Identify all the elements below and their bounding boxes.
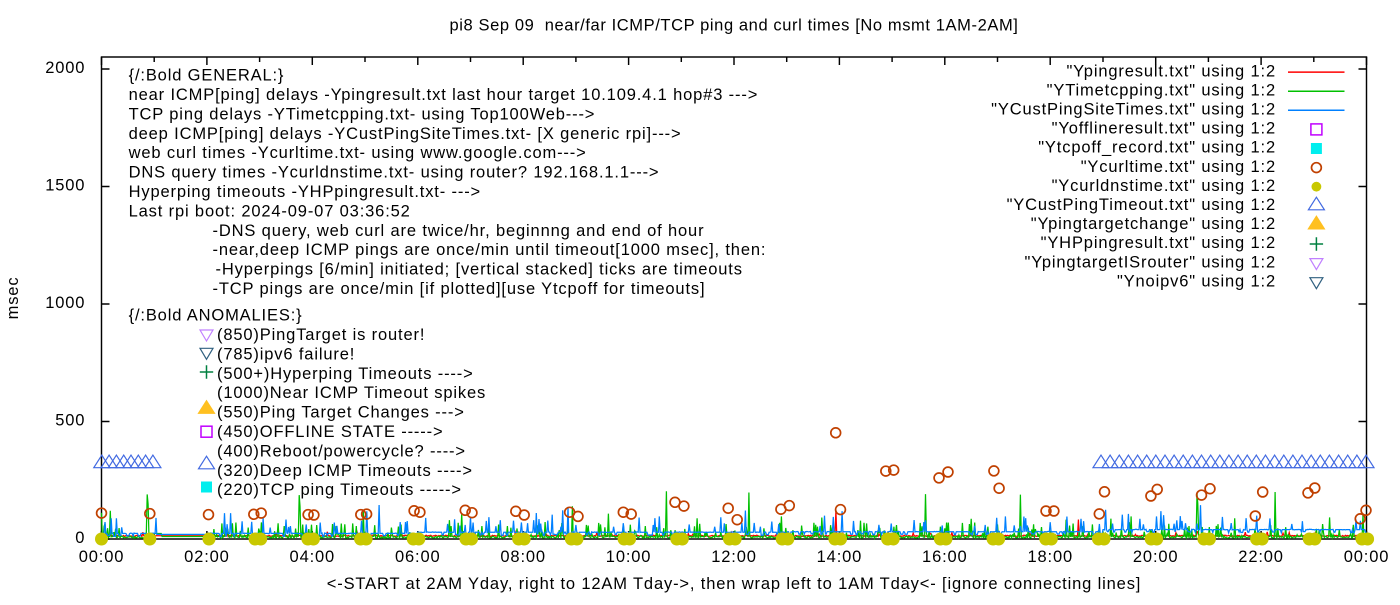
svg-text:22:00: 22:00 <box>1238 548 1284 566</box>
svg-text:(450)OFFLINE STATE ----->: (450)OFFLINE STATE -----> <box>217 423 443 441</box>
svg-text:(785)ipv6 failure!: (785)ipv6 failure! <box>217 345 355 363</box>
svg-text:"Ycurltime.txt" using 1:2: "Ycurltime.txt" using 1:2 <box>1081 158 1276 176</box>
svg-text:"Yofflineresult.txt" using 1:2: "Yofflineresult.txt" using 1:2 <box>1052 120 1276 138</box>
svg-text:deep ICMP[ping] delays -YCustP: deep ICMP[ping] delays -YCustPingSiteTim… <box>129 125 682 143</box>
svg-text:<-START at 2AM Yday, right to: <-START at 2AM Yday, right to 12AM Tday-… <box>327 575 1141 593</box>
svg-text:pi8 Sep 09 near/far ICMP/TCP: pi8 Sep 09 near/far ICMP/TCP ping and cu… <box>449 17 1018 35</box>
svg-text:0: 0 <box>75 529 85 547</box>
svg-text:near ICMP[ping] delays -Ypingr: near ICMP[ping] delays -Ypingresult.txt … <box>129 86 759 104</box>
svg-text:(320)Deep ICMP Timeouts ---->: (320)Deep ICMP Timeouts ----> <box>217 462 473 480</box>
svg-text:TCP ping delays -YTimetcpping.: TCP ping delays -YTimetcpping.txt- using… <box>129 105 596 123</box>
svg-text:"YHPpingresult.txt" using 1:2: "YHPpingresult.txt" using 1:2 <box>1041 234 1276 252</box>
svg-text:DNS query times -Ycurldnstime.: DNS query times -Ycurldnstime.txt- using… <box>129 164 660 182</box>
svg-text:web curl times -Ycurltime.txt-: web curl times -Ycurltime.txt- using www… <box>128 144 587 162</box>
svg-text:2000: 2000 <box>45 59 85 77</box>
svg-text:"YCustPingTimeout.txt" using 1: "YCustPingTimeout.txt" using 1:2 <box>1007 196 1276 214</box>
svg-text:Last rpi boot: 2024-09-07 03:3: Last rpi boot: 2024-09-07 03:36:52 <box>129 202 411 220</box>
svg-text:06:00: 06:00 <box>395 548 441 566</box>
svg-text:(500+)Hyperping Timeouts ---->: (500+)Hyperping Timeouts ----> <box>217 365 474 383</box>
svg-text:(400)Reboot/powercycle? ---->: (400)Reboot/powercycle? ----> <box>217 442 466 460</box>
svg-text:-near,deep ICMP pings are once: -near,deep ICMP pings are once/min until… <box>213 241 767 259</box>
svg-text:(850)PingTarget is router!: (850)PingTarget is router! <box>217 326 425 344</box>
svg-text:"Ypingtargetchange" using 1:2: "Ypingtargetchange" using 1:2 <box>1031 215 1276 233</box>
svg-text:(220)TCP ping Timeouts ----->: (220)TCP ping Timeouts -----> <box>217 481 462 499</box>
svg-text:02:00: 02:00 <box>184 548 230 566</box>
svg-text:(1000)Near ICMP Timeout spikes: (1000)Near ICMP Timeout spikes <box>217 384 486 402</box>
svg-text:20:00: 20:00 <box>1133 548 1179 566</box>
svg-text:"Ycurldnstime.txt" using 1:2: "Ycurldnstime.txt" using 1:2 <box>1052 177 1276 195</box>
svg-text:-TCP pings are once/min [if pl: -TCP pings are once/min [if plotted][use… <box>213 280 706 298</box>
svg-text:04:00: 04:00 <box>290 548 336 566</box>
svg-text:-DNS query, web curl are twice: -DNS query, web curl are twice/hr, begin… <box>213 222 705 240</box>
svg-text:"Ypingresult.txt" using 1:2: "Ypingresult.txt" using 1:2 <box>1066 62 1276 80</box>
svg-text:msec: msec <box>4 277 22 320</box>
svg-text:00:00: 00:00 <box>1344 548 1390 566</box>
svg-text:{/:Bold GENERAL:}: {/:Bold GENERAL:} <box>129 67 285 85</box>
svg-text:1000: 1000 <box>45 294 85 312</box>
svg-text:16:00: 16:00 <box>922 548 968 566</box>
svg-text:(550)Ping Target Changes --->: (550)Ping Target Changes ---> <box>217 404 465 422</box>
svg-text:00:00: 00:00 <box>79 548 125 566</box>
svg-text:10:00: 10:00 <box>606 548 652 566</box>
svg-text:"YCustPingSiteTimes.txt" using: "YCustPingSiteTimes.txt" using 1:2 <box>991 101 1276 119</box>
svg-text:12:00: 12:00 <box>711 548 757 566</box>
svg-text:14:00: 14:00 <box>817 548 863 566</box>
svg-text:"Ytcpoff_record.txt" using 1:2: "Ytcpoff_record.txt" using 1:2 <box>1038 139 1276 157</box>
svg-text:"YTimetcpping.txt" using 1:2: "YTimetcpping.txt" using 1:2 <box>1047 81 1276 99</box>
svg-text:-Hyperpings [6/min] initiated;: -Hyperpings [6/min] initiated; [vertical… <box>216 261 743 279</box>
svg-text:{/:Bold ANOMALIES:}: {/:Bold ANOMALIES:} <box>129 307 303 325</box>
svg-text:08:00: 08:00 <box>500 548 546 566</box>
svg-text:500: 500 <box>55 411 85 429</box>
svg-text:"YpingtargetISrouter" using 1:: "YpingtargetISrouter" using 1:2 <box>1025 253 1276 271</box>
svg-text:18:00: 18:00 <box>1027 548 1073 566</box>
svg-text:1500: 1500 <box>45 176 85 194</box>
svg-text:"Ynoipv6" using 1:2: "Ynoipv6" using 1:2 <box>1117 272 1276 290</box>
svg-text:Hyperping timeouts -YHPpingres: Hyperping timeouts -YHPpingresult.txt- -… <box>129 183 481 201</box>
